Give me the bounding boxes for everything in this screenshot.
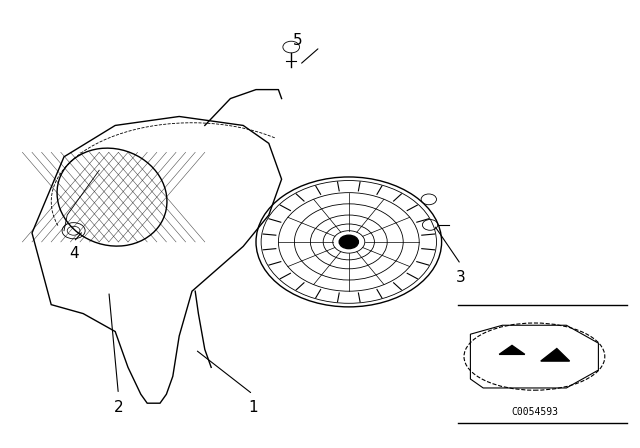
- Polygon shape: [499, 345, 525, 354]
- Text: 3: 3: [456, 270, 466, 285]
- Polygon shape: [541, 349, 570, 361]
- Circle shape: [339, 235, 358, 249]
- Text: C0054593: C0054593: [511, 407, 558, 417]
- Text: 2: 2: [113, 400, 124, 415]
- Text: 5: 5: [292, 33, 303, 48]
- Text: 4: 4: [68, 246, 79, 261]
- Text: 1: 1: [248, 400, 258, 415]
